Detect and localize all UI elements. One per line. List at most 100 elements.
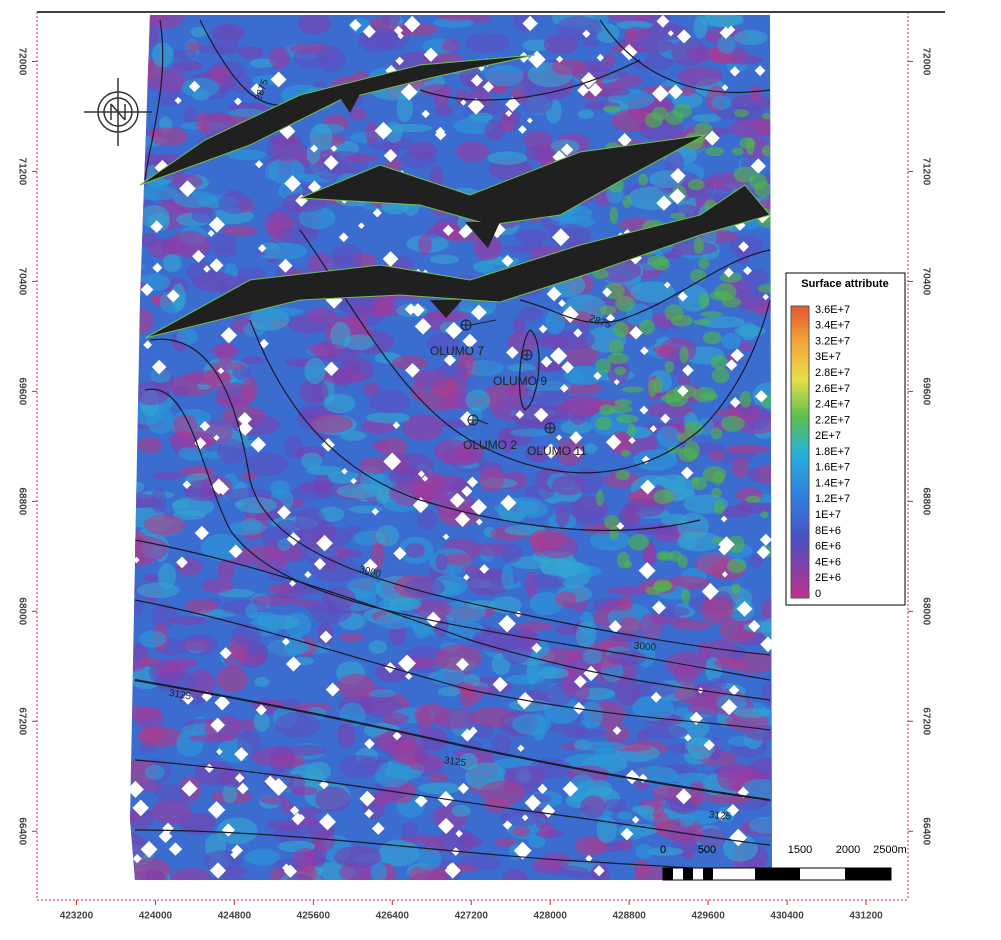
raster-patch <box>275 711 321 738</box>
null-cell <box>526 117 533 124</box>
null-cell <box>720 515 728 523</box>
null-cell <box>460 99 467 106</box>
null-cell <box>721 699 738 716</box>
null-cell <box>756 545 771 560</box>
raster-patch <box>130 481 145 493</box>
raster-patch <box>298 15 331 35</box>
null-cell <box>282 863 291 873</box>
legend-label: 0 <box>815 588 821 600</box>
null-cell <box>374 121 393 140</box>
null-cell <box>250 436 267 453</box>
raster-patch <box>750 464 772 485</box>
raster-patch <box>368 640 388 654</box>
raster-patch <box>684 420 704 437</box>
null-cell <box>461 485 473 497</box>
raster-patch <box>652 344 677 355</box>
null-cell <box>458 226 471 239</box>
null-cell <box>675 788 692 805</box>
null-cell <box>234 773 245 783</box>
null-cell <box>462 333 478 349</box>
legend-label: 2.8E+7 <box>815 367 850 379</box>
null-cell <box>684 734 692 742</box>
raster-patch <box>333 369 353 387</box>
null-cell <box>417 470 425 478</box>
null-cell <box>182 692 194 705</box>
raster-patch <box>171 496 215 517</box>
raster-patch <box>212 26 240 54</box>
null-cell <box>410 303 425 317</box>
scale-bar <box>662 867 892 881</box>
null-cell <box>748 619 761 633</box>
null-cell <box>270 71 287 88</box>
raster-patch <box>583 38 600 48</box>
raster-patch <box>697 828 726 849</box>
raster-patch <box>732 708 772 718</box>
raster-patch <box>579 620 597 639</box>
raster-patch <box>731 583 741 595</box>
null-cell <box>562 781 579 797</box>
raster-patch <box>676 432 693 443</box>
null-cell <box>546 286 562 302</box>
raster-patch <box>149 127 188 146</box>
null-cell <box>255 704 267 716</box>
raster-patch <box>603 798 628 813</box>
null-cell <box>291 812 305 826</box>
null-cell <box>203 265 211 273</box>
raster-patch <box>359 457 390 474</box>
null-cell <box>605 434 622 450</box>
raster-patch <box>426 333 460 354</box>
null-cell <box>264 775 277 788</box>
raster-patch <box>228 108 265 118</box>
raster-patch <box>465 389 491 412</box>
null-cell <box>517 695 532 710</box>
raster-patch <box>417 782 462 795</box>
raster-patch <box>453 117 494 135</box>
raster-patch <box>404 543 426 559</box>
raster-patch <box>603 105 621 112</box>
raster-patch <box>709 450 724 462</box>
raster-patch <box>287 873 313 880</box>
null-cell <box>521 814 529 822</box>
raster-patch <box>171 283 186 312</box>
raster-patch <box>232 623 261 646</box>
raster-patch <box>710 355 728 370</box>
raster-patch <box>323 393 356 414</box>
null-cell <box>638 773 648 783</box>
raster-patch <box>243 452 289 477</box>
null-cell <box>414 318 432 335</box>
raster-patch <box>457 440 484 465</box>
x-tick-label: 428000 <box>534 911 568 922</box>
raster-patch <box>652 258 670 271</box>
raster-patch <box>333 254 363 272</box>
raster-patch <box>679 810 695 828</box>
raster-patch <box>130 536 169 562</box>
raster-patch <box>425 228 443 239</box>
null-cell <box>364 738 375 750</box>
raster-patch <box>678 447 698 463</box>
raster-patch <box>133 381 170 406</box>
null-cell <box>701 582 719 600</box>
raster-patch <box>178 445 209 461</box>
raster-patch <box>748 816 772 834</box>
null-cell <box>759 533 772 546</box>
raster-patch <box>146 74 165 89</box>
raster-patch <box>760 511 769 519</box>
raster-patch <box>665 651 707 677</box>
raster-patch <box>130 15 168 25</box>
null-cell <box>446 863 456 872</box>
raster-patch <box>512 316 526 334</box>
x-tick-label: 428800 <box>612 911 646 922</box>
null-cell <box>638 562 656 580</box>
null-cell <box>649 425 657 433</box>
null-cell <box>209 258 224 273</box>
raster-patch <box>343 334 376 351</box>
null-cell <box>207 801 226 819</box>
raster-patch <box>727 535 745 554</box>
raster-patch <box>137 437 163 453</box>
legend-label: 8E+6 <box>815 525 841 537</box>
raster-patch <box>130 261 146 273</box>
raster-patch <box>560 420 593 435</box>
raster-patch <box>507 363 536 372</box>
raster-patch <box>151 471 183 480</box>
raster-patch <box>595 416 613 431</box>
